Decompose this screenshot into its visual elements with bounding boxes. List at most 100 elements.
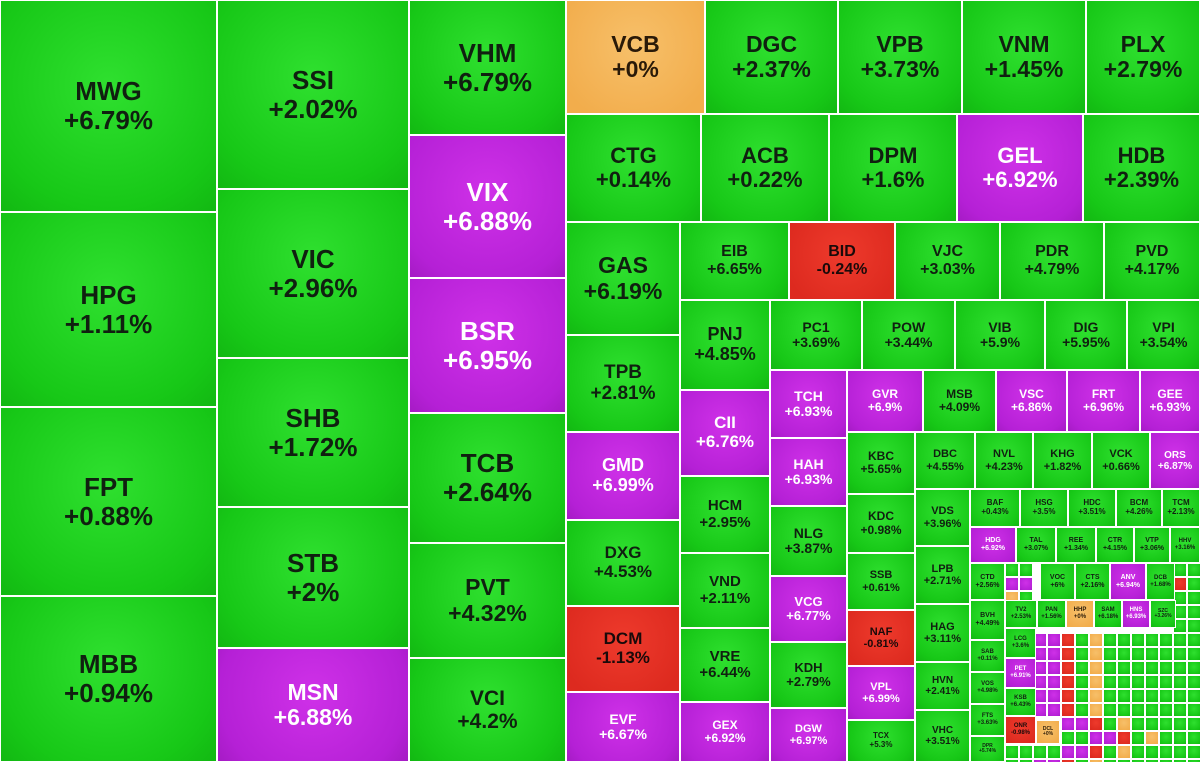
treemap-tile-hdg[interactable]: HDG +6.92% [970,527,1016,563]
treemap-tile-vci[interactable]: VCI +4.2% [409,658,566,762]
treemap-tile-nlg[interactable]: NLG +3.87% [770,506,847,576]
treemap-tile-evf[interactable]: EVF +6.67% [566,692,680,762]
treemap-tile-szc[interactable]: SZC +3.26% [1150,600,1176,628]
treemap-tile-ctr[interactable]: CTR +4.15% [1096,527,1134,563]
treemap-tile-kdc[interactable]: KDC +0.98% [847,494,915,553]
treemap-tile-dpm[interactable]: DPM +1.6% [829,114,957,222]
treemap-tile-acb[interactable]: ACB +0.22% [701,114,829,222]
treemap-tile-mwg[interactable]: MWG +6.79% [0,0,217,212]
treemap-tile-eib[interactable]: EIB +6.65% [680,222,789,300]
treemap-tile-ors[interactable]: ORS +6.87% [1150,432,1200,489]
treemap-tile-tcx[interactable]: TCX +5.3% [847,720,915,762]
treemap-tile-vsc[interactable]: VSC +6.86% [996,370,1067,432]
treemap-tile-vos[interactable]: VOS +4.98% [970,672,1005,704]
treemap-tile-vds[interactable]: VDS +3.96% [915,489,970,546]
treemap-tile-fpt[interactable]: FPT +0.88% [0,407,217,596]
treemap-tile-gvr[interactable]: GVR +6.9% [847,370,923,432]
treemap-tile-hsg[interactable]: HSG +3.5% [1020,489,1068,527]
treemap-tile-dxg[interactable]: DXG +4.53% [566,520,680,606]
treemap-tile-tcb[interactable]: TCB +2.64% [409,413,566,543]
treemap-tile-pvt[interactable]: PVT +4.32% [409,543,566,658]
treemap-tile-dcb[interactable]: DCB +1.68% [1146,563,1175,600]
treemap-tile-ree[interactable]: REE +1.34% [1056,527,1096,563]
treemap-tile-pnj[interactable]: PNJ +4.85% [680,300,770,390]
treemap-tile-shb[interactable]: SHB +1.72% [217,358,409,507]
treemap-tile-dpr[interactable]: DPR +5.74% [970,736,1005,762]
treemap-tile-lpb[interactable]: LPB +2.71% [915,546,970,604]
treemap-tile-hhp[interactable]: HHP +0% [1066,600,1094,628]
treemap-tile-vix[interactable]: VIX +6.88% [409,135,566,278]
treemap-tile-pow[interactable]: POW +3.44% [862,300,955,370]
treemap-tile-dig[interactable]: DIG +5.95% [1045,300,1127,370]
treemap-tile-cts[interactable]: CTS +2.16% [1075,563,1110,600]
treemap-tile-dgw[interactable]: DGW +6.97% [770,708,847,762]
treemap-tile-pdr[interactable]: PDR +4.79% [1000,222,1104,300]
treemap-tile-pc1[interactable]: PC1 +3.69% [770,300,862,370]
treemap-tile-dgc[interactable]: DGC +2.37% [705,0,838,114]
treemap-tile-msb[interactable]: MSB +4.09% [923,370,996,432]
treemap-tile-tal[interactable]: TAL +3.07% [1016,527,1056,563]
treemap-tile-msn[interactable]: MSN +6.88% [217,648,409,762]
treemap-tile-sam[interactable]: SAM +6.18% [1094,600,1122,628]
treemap-tile-cii[interactable]: CII +6.76% [680,390,770,476]
treemap-tile-bcm[interactable]: BCM +4.26% [1116,489,1162,527]
treemap-tile-vjc[interactable]: VJC +3.03% [895,222,1000,300]
treemap-tile-vcg[interactable]: VCG +6.77% [770,576,847,642]
treemap-tile-vpl[interactable]: VPL +6.99% [847,666,915,720]
treemap-tile-dbc[interactable]: DBC +4.55% [915,432,975,489]
treemap-tile-vcb[interactable]: VCB +0% [566,0,705,114]
treemap-tile-frt[interactable]: FRT +6.96% [1067,370,1140,432]
treemap-tile-hdb[interactable]: HDB +2.39% [1083,114,1200,222]
treemap-tile-vib[interactable]: VIB +5.9% [955,300,1045,370]
treemap-tile-anv[interactable]: ANV +6.94% [1110,563,1146,600]
treemap-tile-hag[interactable]: HAG +3.11% [915,604,970,662]
treemap-tile-sab[interactable]: SAB +0.11% [970,640,1005,672]
treemap-tile-vhc[interactable]: VHC +3.51% [915,710,970,762]
treemap-tile-bsr[interactable]: BSR +6.95% [409,278,566,413]
treemap-tile-hvn[interactable]: HVN +2.41% [915,662,970,710]
treemap-tile-khg[interactable]: KHG +1.82% [1033,432,1092,489]
treemap-tile-ctg[interactable]: CTG +0.14% [566,114,701,222]
treemap-tile-gex[interactable]: GEX +6.92% [680,702,770,762]
treemap-tile-dcm[interactable]: DCM -1.13% [566,606,680,692]
treemap-tile-tpb[interactable]: TPB +2.81% [566,335,680,432]
treemap-tile-pet[interactable]: PET +6.91% [1005,658,1036,688]
treemap-tile-tv2[interactable]: TV2 +2.53% [1005,600,1037,628]
treemap-tile-hns[interactable]: HNS +6.93% [1122,600,1150,628]
treemap-tile-ksb[interactable]: KSB +6.43% [1005,688,1036,716]
treemap-tile-kdh[interactable]: KDH +2.79% [770,642,847,708]
treemap-tile-vtp[interactable]: VTP +3.06% [1134,527,1170,563]
treemap-tile-vpi[interactable]: VPI +3.54% [1127,300,1200,370]
treemap-tile-kbc[interactable]: KBC +5.65% [847,432,915,494]
treemap-tile-tch[interactable]: TCH +6.93% [770,370,847,438]
treemap-tile-bvh[interactable]: BVH +4.49% [970,600,1005,640]
treemap-tile-ssb[interactable]: SSB +0.61% [847,553,915,610]
treemap-tile-plx[interactable]: PLX +2.79% [1086,0,1200,114]
treemap-tile-bid[interactable]: BID -0.24% [789,222,895,300]
treemap-tile-vpb[interactable]: VPB +3.73% [838,0,962,114]
treemap-tile-fts[interactable]: FTS +3.63% [970,704,1005,736]
treemap-tile-vre[interactable]: VRE +6.44% [680,628,770,702]
treemap-tile-dcl[interactable]: DCL +0% [1036,720,1060,744]
treemap-tile-hdc[interactable]: HDC +3.51% [1068,489,1116,527]
treemap-tile-hhv[interactable]: HHV +3.16% [1170,527,1200,563]
treemap-tile-pan[interactable]: PAN +1.56% [1037,600,1066,628]
treemap-tile-vhm[interactable]: VHM +6.79% [409,0,566,135]
treemap-tile-gmd[interactable]: GMD +6.99% [566,432,680,520]
treemap-tile-hpg[interactable]: HPG +1.11% [0,212,217,407]
treemap-tile-gee[interactable]: GEE +6.93% [1140,370,1200,432]
treemap-tile-hah[interactable]: HAH +6.93% [770,438,847,506]
treemap-tile-vck[interactable]: VCK +0.66% [1092,432,1150,489]
treemap-tile-vic[interactable]: VIC +2.96% [217,189,409,358]
treemap-tile-lcg[interactable]: LCG +3.6% [1005,628,1036,658]
treemap-tile-onr[interactable]: ONR -0.98% [1005,716,1036,744]
treemap-tile-ctd[interactable]: CTD +2.56% [970,563,1005,600]
treemap-tile-stb[interactable]: STB +2% [217,507,409,648]
treemap-tile-gel[interactable]: GEL +6.92% [957,114,1083,222]
treemap-tile-baf[interactable]: BAF +0.43% [970,489,1020,527]
treemap-tile-mbb[interactable]: MBB +0.94% [0,596,217,762]
treemap-tile-vnm[interactable]: VNM +1.45% [962,0,1086,114]
treemap-tile-nvl[interactable]: NVL +4.23% [975,432,1033,489]
treemap-tile-ssi[interactable]: SSI +2.02% [217,0,409,189]
treemap-tile-pvd[interactable]: PVD +4.17% [1104,222,1200,300]
